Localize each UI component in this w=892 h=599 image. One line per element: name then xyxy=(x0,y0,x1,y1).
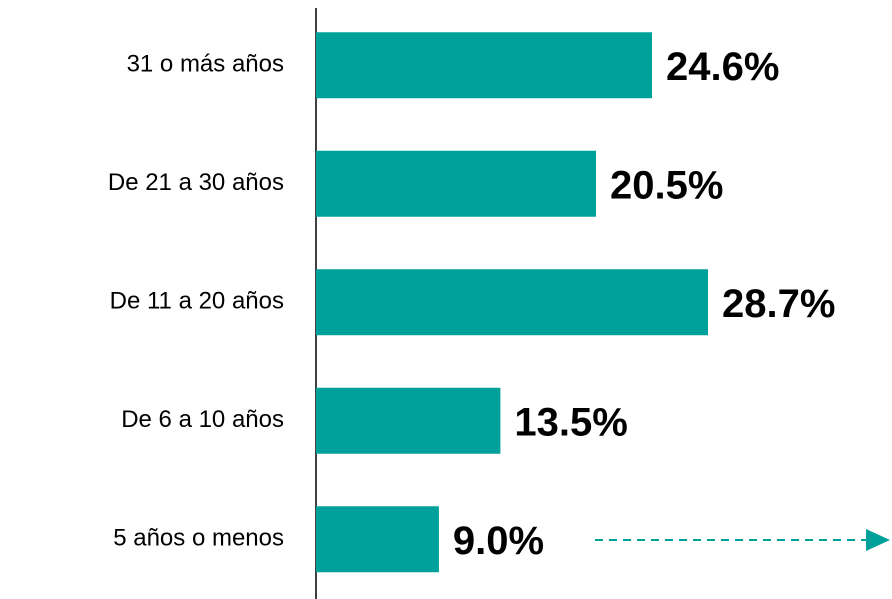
value-label: 13.5% xyxy=(514,400,627,444)
bar xyxy=(316,150,596,217)
value-label: 28.7% xyxy=(722,282,835,326)
value-label: 9.0% xyxy=(453,519,544,563)
category-label: De 6 a 10 años xyxy=(121,406,284,433)
bar xyxy=(316,269,708,336)
bar xyxy=(316,506,439,573)
value-label: 24.6% xyxy=(666,45,779,89)
category-label: 5 años o menos xyxy=(113,525,284,552)
arrow-head xyxy=(866,529,890,551)
bar xyxy=(316,387,501,454)
category-label: De 21 a 30 años xyxy=(108,169,284,196)
value-label: 20.5% xyxy=(610,163,723,207)
bar xyxy=(316,32,652,99)
category-label: 31 o más años xyxy=(127,51,284,78)
category-label: De 11 a 20 años xyxy=(110,288,284,315)
